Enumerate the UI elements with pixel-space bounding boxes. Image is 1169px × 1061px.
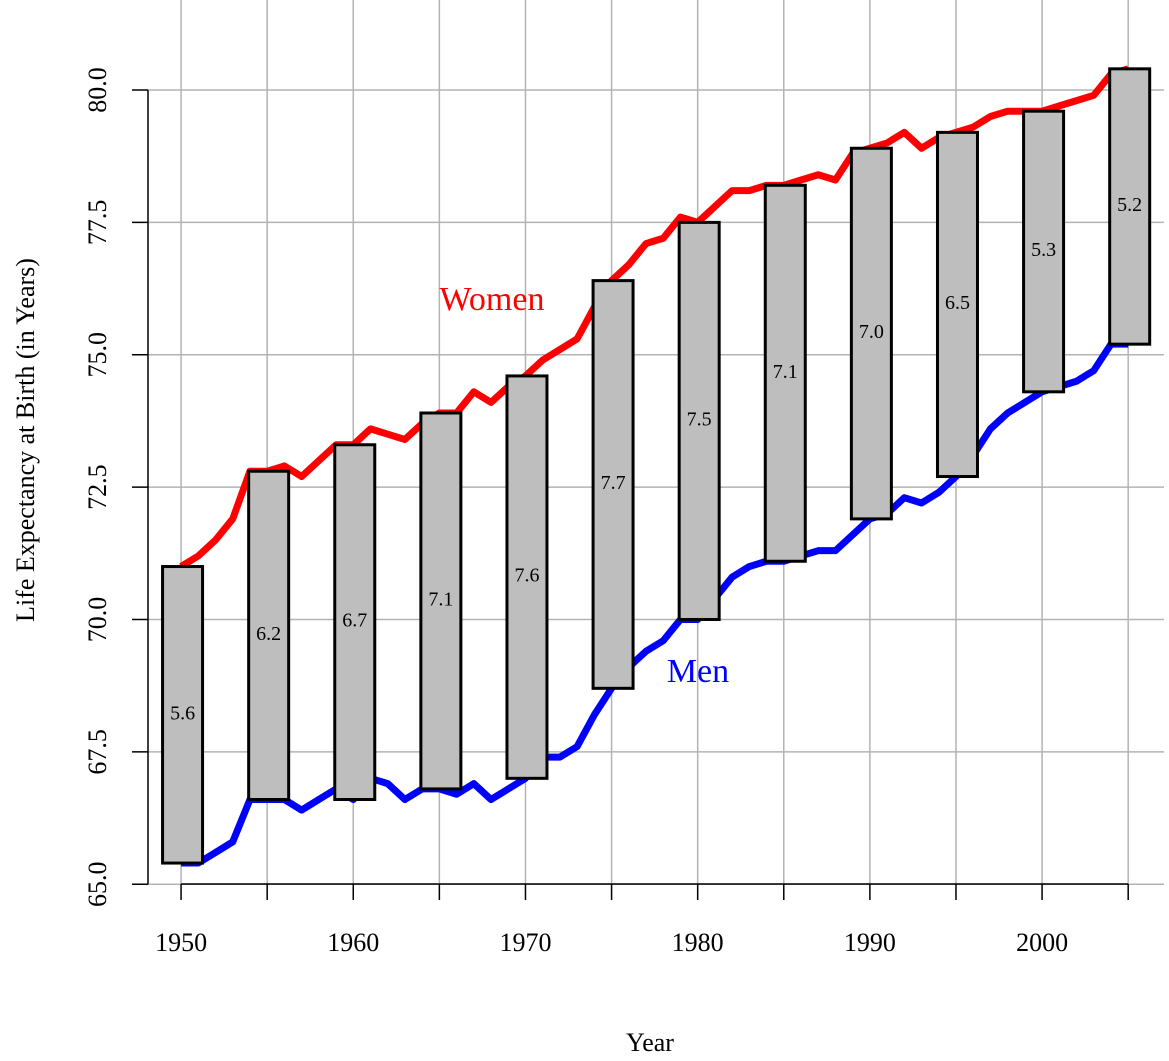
gap-label: 5.3 xyxy=(1031,239,1056,261)
y-tick-label: 77.5 xyxy=(83,200,112,246)
y-tick-label: 72.5 xyxy=(83,464,112,510)
y-tick-label: 75.0 xyxy=(83,332,112,378)
gap-box xyxy=(419,411,463,791)
x-tick-label: 1970 xyxy=(499,928,551,957)
x-axis-title: Year xyxy=(626,1028,674,1057)
gap-label: 6.7 xyxy=(342,610,367,632)
y-tick-label: 65.0 xyxy=(83,861,112,907)
gap-box xyxy=(763,183,807,563)
gap-label: 7.1 xyxy=(773,361,798,383)
gap-label: 5.2 xyxy=(1117,194,1142,216)
y-axis-title: Life Expectancy at Birth (in Years) xyxy=(11,258,40,622)
gap-label: 6.5 xyxy=(945,292,970,314)
gap-label: 7.1 xyxy=(428,589,453,611)
gap-box xyxy=(333,443,377,802)
gap-box xyxy=(1108,67,1152,346)
gap-label: 6.2 xyxy=(256,623,281,645)
gap-box xyxy=(161,565,205,865)
gap-box xyxy=(247,469,291,802)
x-tick-label: 2000 xyxy=(1016,928,1068,957)
gap-label: 7.0 xyxy=(859,321,884,343)
y-tick-label: 67.5 xyxy=(83,729,112,775)
y-tick-label: 70.0 xyxy=(83,597,112,643)
gap-label: 7.6 xyxy=(514,565,539,587)
gap-box xyxy=(505,374,549,780)
x-tick-label: 1980 xyxy=(672,928,724,957)
x-tick-label: 1950 xyxy=(155,928,207,957)
gap-box xyxy=(1022,109,1066,394)
series-line xyxy=(179,65,1130,570)
gap-label: 7.5 xyxy=(687,409,712,431)
gap-box xyxy=(677,220,721,621)
gap-label: 7.7 xyxy=(601,472,626,494)
gap-box xyxy=(849,146,893,521)
series-line xyxy=(181,340,1129,867)
x-tick-label: 1990 xyxy=(844,928,896,957)
gap-box xyxy=(935,130,979,479)
y-tick-label: 80.0 xyxy=(83,67,112,113)
x-tick-label: 1960 xyxy=(327,928,379,957)
gap-box xyxy=(591,279,635,690)
series-label: Women xyxy=(440,281,545,318)
series-label: Men xyxy=(667,653,729,690)
gap-label: 5.6 xyxy=(170,702,195,724)
